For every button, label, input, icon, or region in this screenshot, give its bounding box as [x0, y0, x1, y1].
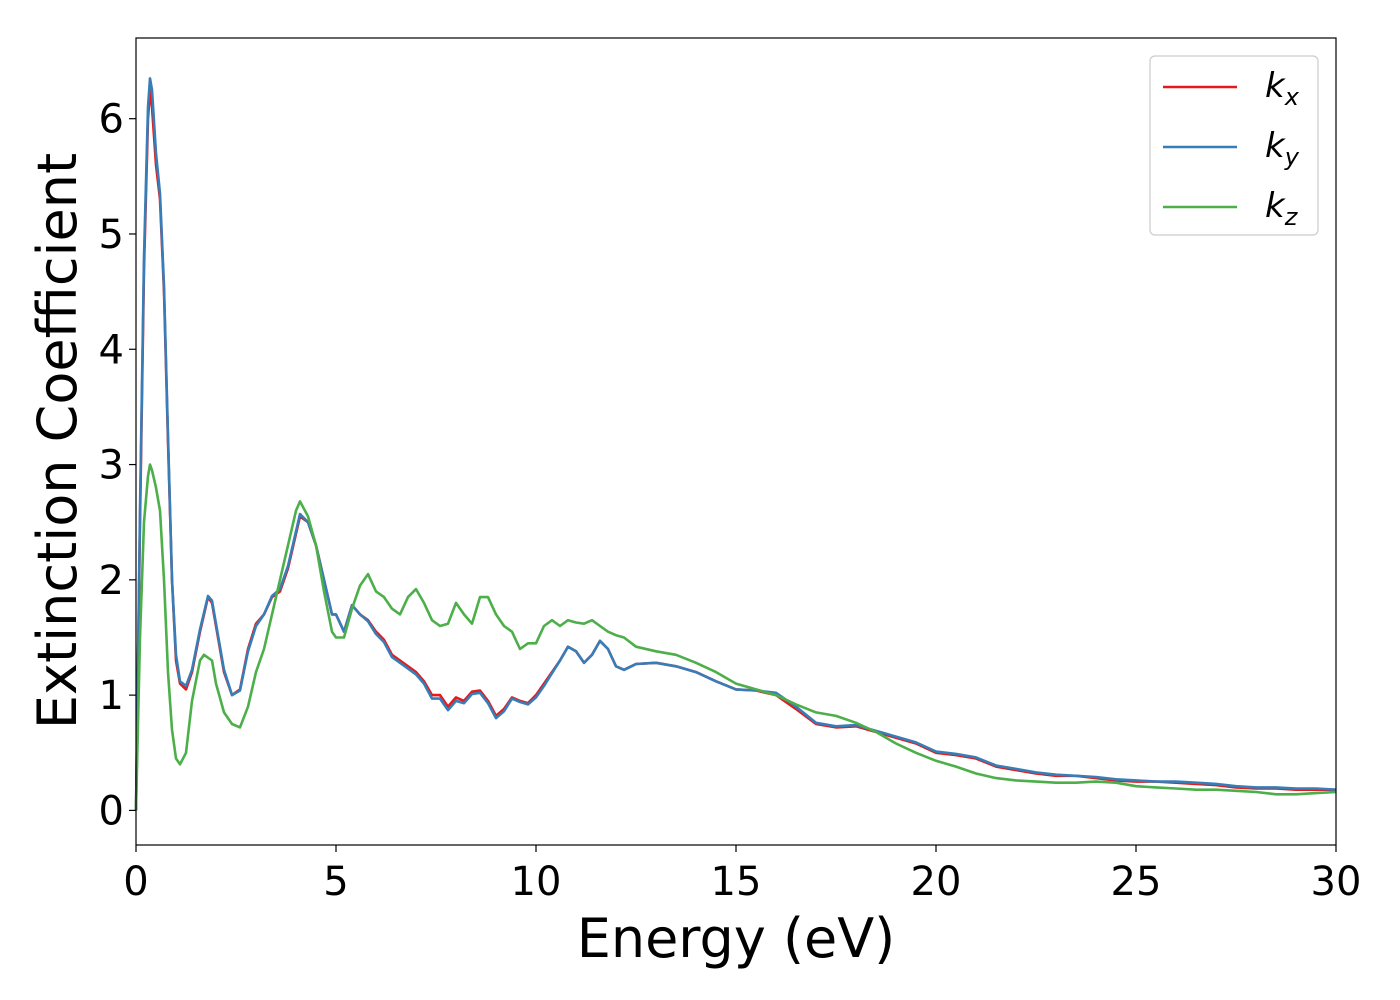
y-tick-label: 3	[99, 443, 124, 489]
x-tick-label: 25	[1111, 859, 1162, 905]
y-axis-title: Extinction Coefficient	[26, 153, 89, 729]
y-tick-label: 0	[99, 788, 124, 834]
y-tick-label: 1	[99, 673, 124, 719]
series-line-z	[134, 463, 1337, 811]
x-tick-label: 5	[323, 859, 348, 905]
y-tick-label: 2	[99, 558, 124, 604]
x-tick-label: 15	[711, 859, 762, 905]
x-tick-label: 20	[911, 859, 962, 905]
y-axis-ticks: 0 1 2 3 4 5 6	[99, 97, 136, 834]
x-axis-title: Energy (eV)	[577, 907, 896, 970]
plot-lines	[134, 77, 1337, 811]
series-line-y	[134, 77, 1337, 811]
y-tick-label: 5	[99, 212, 124, 258]
legend: kx ky kz	[1149, 55, 1319, 236]
y-tick-label: 6	[99, 97, 124, 143]
legend-box	[1149, 55, 1319, 236]
legend-label-y: ky	[1265, 126, 1300, 171]
legend-label-x: kx	[1265, 66, 1300, 111]
x-tick-label: 30	[1311, 859, 1362, 905]
y-tick-label: 4	[99, 327, 124, 373]
x-tick-label: 10	[511, 859, 562, 905]
x-axis-ticks: 0 5 10 15 20 25 30	[123, 845, 1361, 905]
x-tick-label: 0	[123, 859, 148, 905]
legend-label-z: kz	[1265, 186, 1299, 231]
